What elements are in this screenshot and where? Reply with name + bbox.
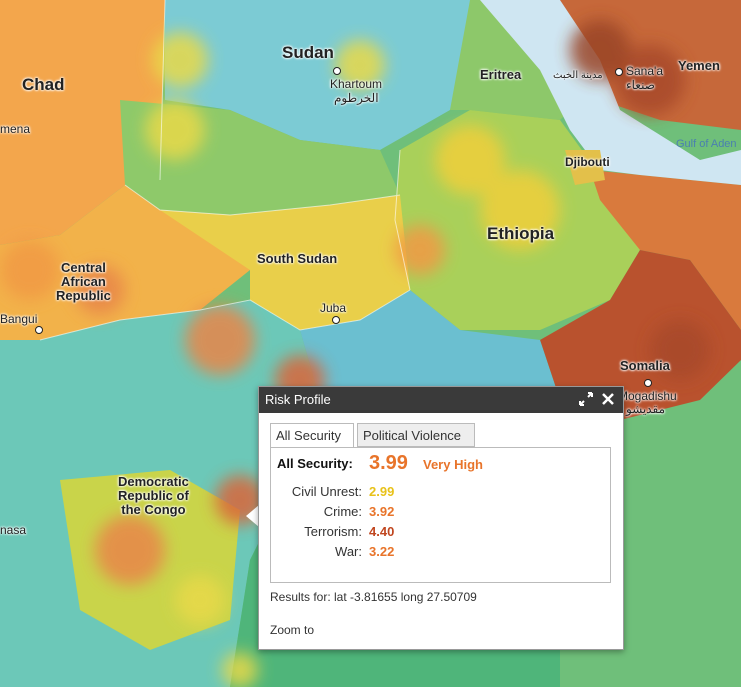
all-security-label: All Security: [277, 456, 353, 471]
popup-header: Risk Profile [259, 387, 623, 413]
zoom-to-link[interactable]: Zoom to [270, 623, 315, 637]
tab-political-violence[interactable]: Political Violence [357, 423, 475, 447]
maximize-icon[interactable] [577, 390, 595, 408]
all-security-panel: All Security: 3.99 Very High Civil Unres… [270, 447, 611, 583]
city-dot-juba[interactable] [332, 316, 340, 324]
label-somalia: Somalia [620, 358, 670, 373]
city-dot-khartoum[interactable] [333, 67, 341, 75]
label-drc: Democratic Republic of the Congo [118, 475, 189, 517]
red-sea [480, 0, 741, 185]
label-partial-left-mid: nasa [0, 523, 27, 537]
label-juba: Juba [320, 301, 347, 315]
label-khartoum-ar: الخرطوم [334, 91, 379, 105]
label-car: Central African Republic [56, 261, 111, 303]
crime-value: 3.92 [369, 504, 395, 519]
label-eritrea: Eritrea [480, 67, 522, 82]
terrorism-value: 4.40 [369, 524, 395, 539]
label-khartoum: Khartoum [330, 77, 383, 91]
region-south-sudan[interactable] [160, 195, 410, 330]
civil-unrest-label: Civil Unrest: [291, 484, 362, 499]
label-drc-line3: the Congo [121, 502, 186, 517]
region-djibouti[interactable] [565, 150, 605, 185]
label-car-line2: African [61, 274, 106, 289]
region-chad[interactable] [0, 0, 165, 245]
label-sanaa-ar: صنعاء [626, 78, 655, 92]
war-value: 3.22 [369, 544, 395, 559]
popup-title: Risk Profile [265, 392, 331, 407]
label-yemen: Yemen [678, 58, 720, 73]
region-somaliland[interactable] [590, 170, 741, 330]
label-south-sudan: South Sudan [257, 251, 338, 266]
label-car-line3: Republic [56, 288, 111, 303]
label-chad: Chad [22, 75, 65, 94]
risk-profile-popup: Risk Profile All Security Political Viol… [258, 386, 624, 650]
civil-unrest-value: 2.99 [369, 484, 395, 499]
label-mogadishu-ar: مقديشو [626, 402, 666, 416]
city-dot-bangui[interactable] [35, 326, 43, 334]
all-security-level: Very High [423, 457, 483, 472]
close-icon[interactable] [599, 390, 617, 408]
label-drc-line1: Democratic [118, 474, 189, 489]
label-djibouti: Djibouti [565, 155, 610, 169]
terrorism-label: Terrorism: [304, 524, 362, 539]
label-partial-left-top: mena [0, 122, 31, 136]
label-mogadishu: Mogadishu [618, 389, 677, 403]
label-sanaa: Sana'a [626, 64, 663, 78]
region-sudan-north[interactable] [165, 0, 500, 150]
city-dot-mogadishu[interactable] [644, 379, 652, 387]
label-sudan: Sudan [282, 43, 334, 62]
label-asmara-ar: مدينة الخبث [553, 70, 603, 81]
crime-label: Crime: [323, 504, 362, 519]
results-for-coords: Results for: lat -3.81655 long 27.50709 [270, 590, 477, 604]
label-gulf-of-aden: Gulf of Aden [676, 138, 737, 150]
label-bangui: Bangui [0, 312, 38, 326]
label-ethiopia: Ethiopia [487, 224, 555, 243]
popup-pointer [246, 505, 259, 527]
war-label: War: [335, 544, 362, 559]
city-dot-sanaa[interactable] [615, 68, 623, 76]
all-security-score: 3.99 [369, 452, 408, 474]
label-car-line1: Central [61, 260, 106, 275]
label-drc-line2: Republic of [118, 488, 189, 503]
tab-all-security[interactable]: All Security [270, 423, 354, 448]
